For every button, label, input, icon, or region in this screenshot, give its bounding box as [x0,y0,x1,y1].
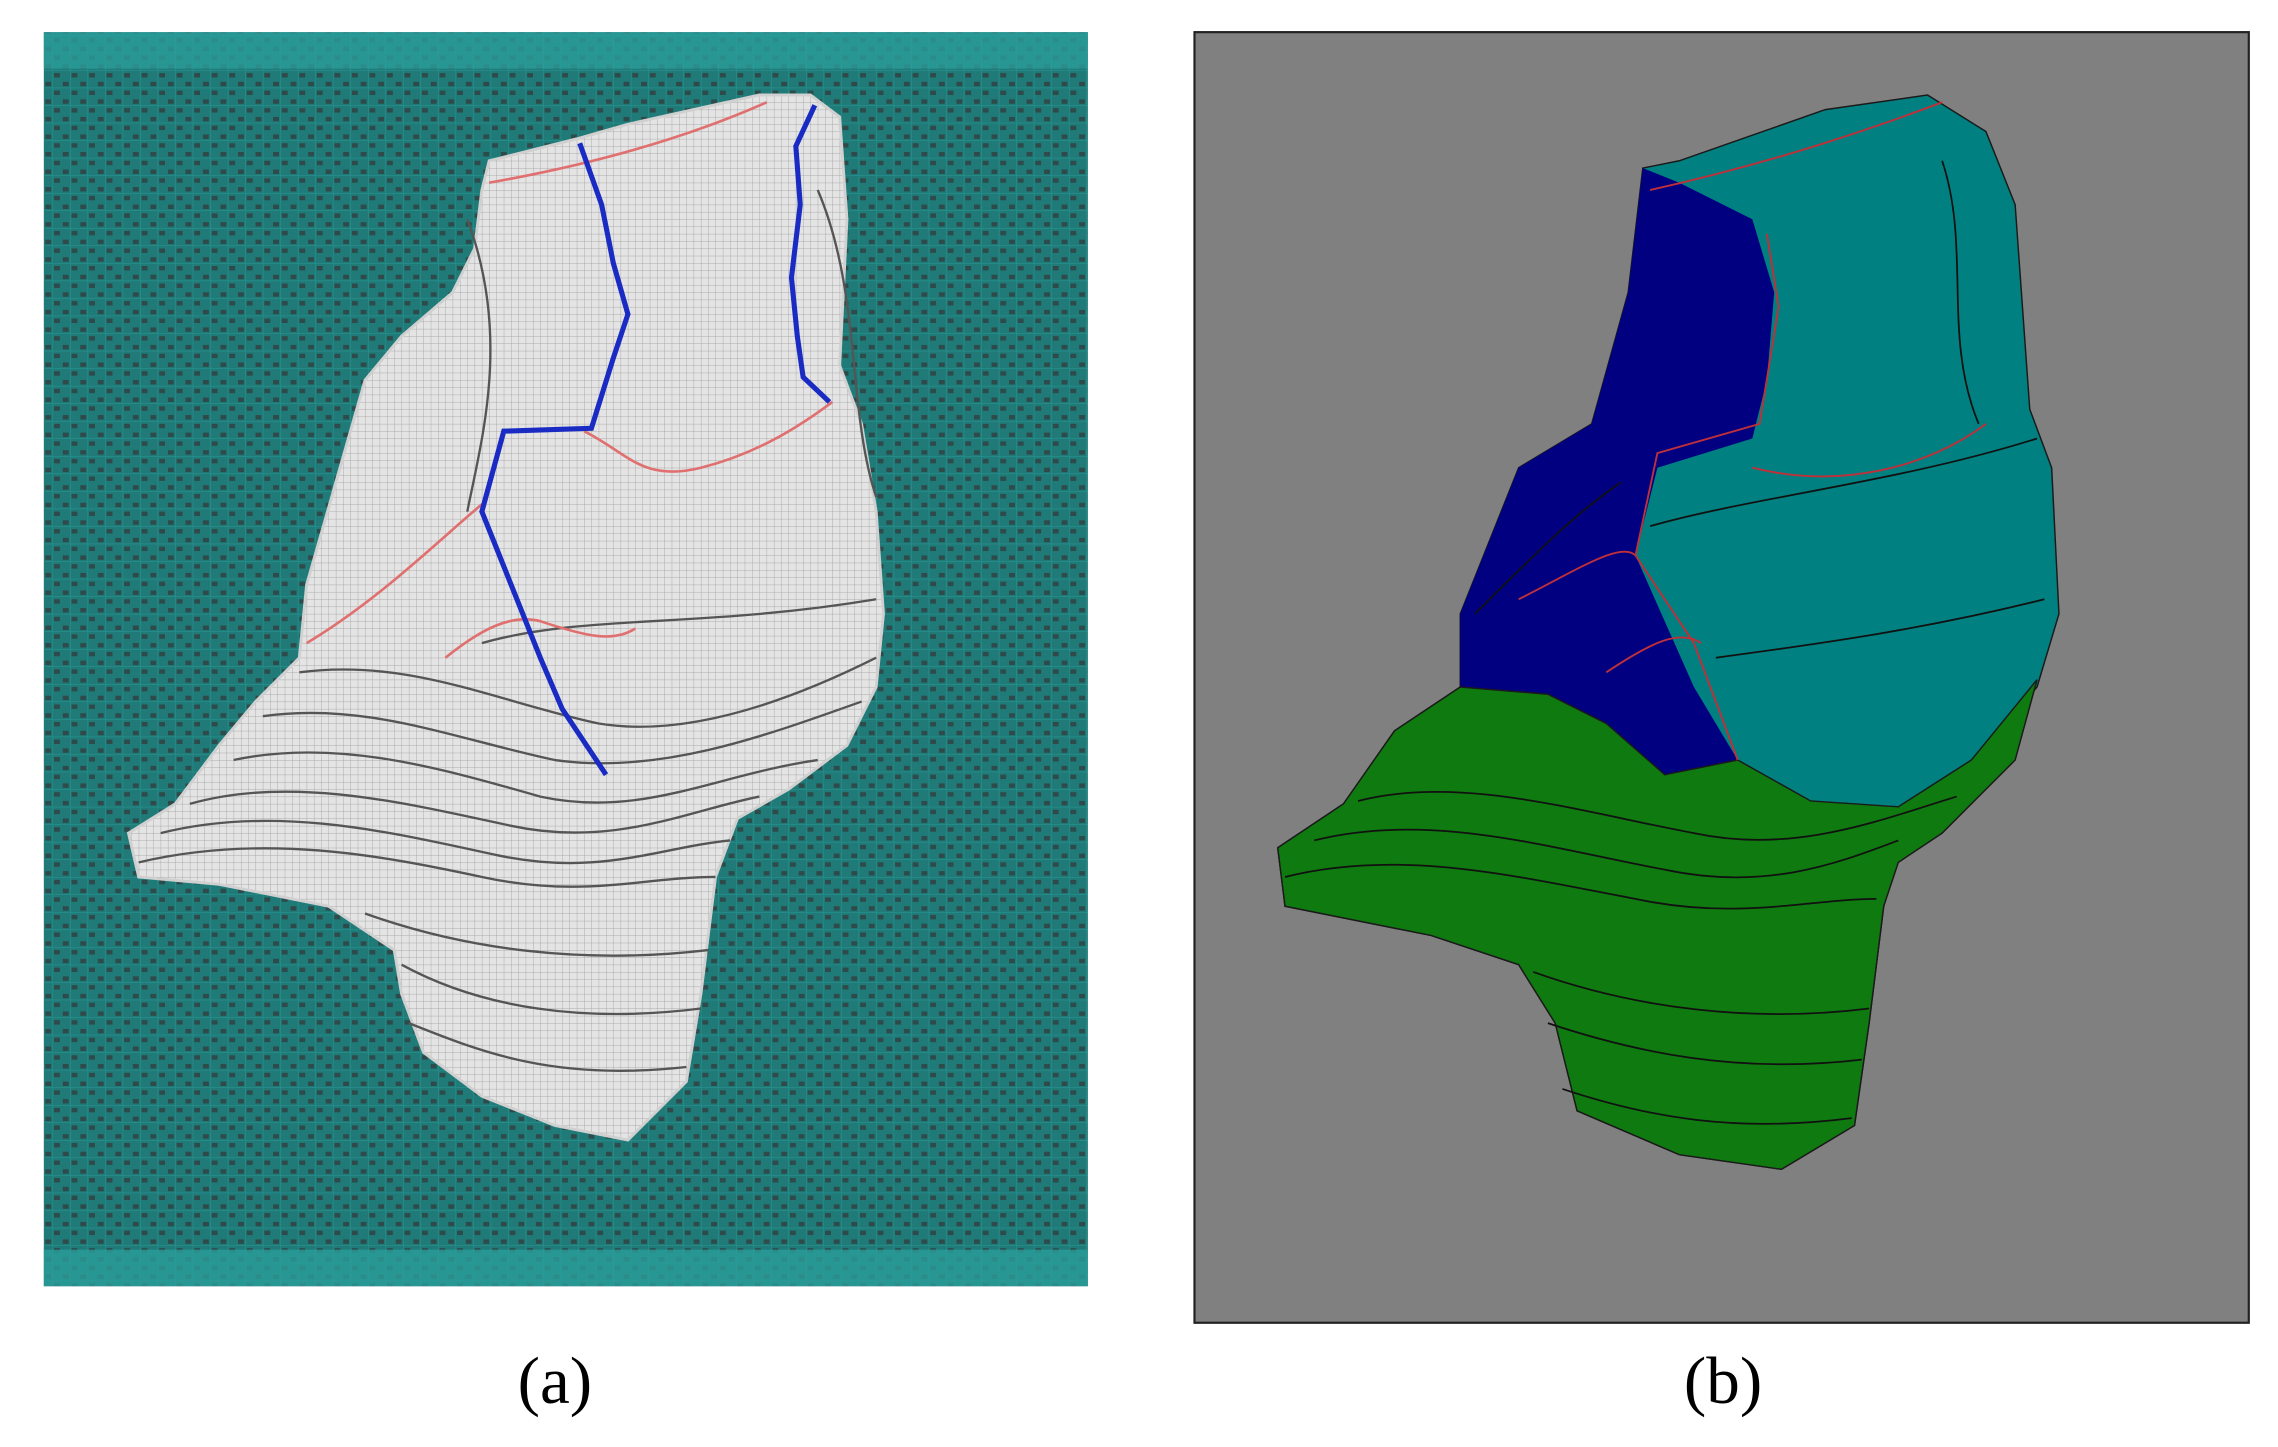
grid-band [43,32,1088,69]
contours [138,189,878,1073]
contours [1284,160,2045,1125]
panel-b-map [1193,31,2250,1324]
streams-red [305,101,834,659]
zone-blue [1460,168,1775,775]
grid-band [43,1249,1088,1287]
panel-label: (a) [518,1343,593,1418]
streams-blue [479,104,832,777]
streams [1518,101,1987,761]
panel-a-map [43,32,1088,1287]
zone-green [1276,679,2038,1171]
panel-label: (b) [1684,1343,1762,1418]
